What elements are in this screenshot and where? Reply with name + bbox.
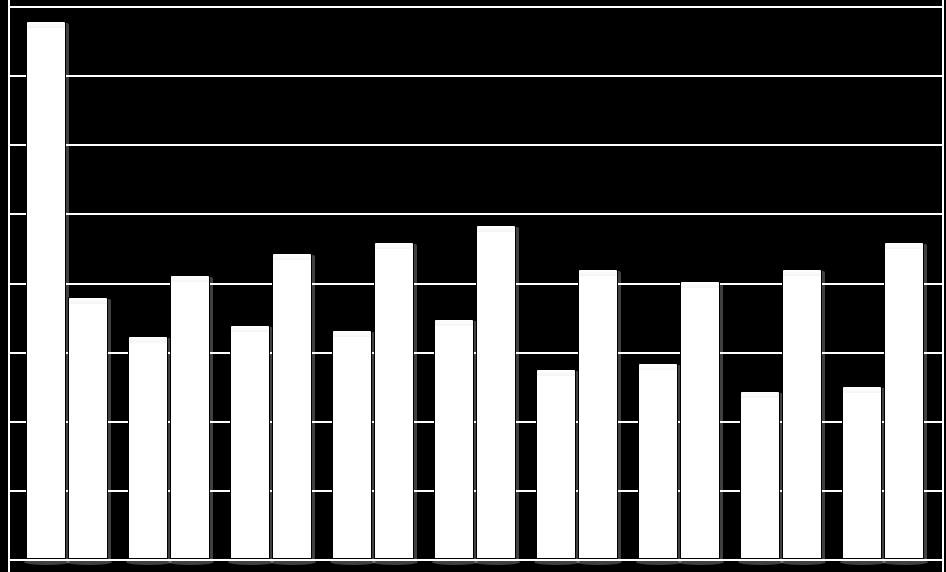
bar-series-a (536, 369, 576, 559)
gridline (10, 75, 942, 77)
bar-series-a (230, 325, 270, 559)
bar-series-b (680, 281, 720, 560)
bar-series-a (128, 336, 168, 559)
x-axis-line (10, 559, 942, 561)
bar-series-b (374, 242, 414, 559)
gridline (10, 144, 942, 146)
plot-border-left (8, 0, 10, 572)
bar-series-b (884, 242, 924, 559)
bar-series-a (26, 21, 66, 559)
bar-series-a (842, 386, 882, 559)
gridline (10, 6, 942, 8)
bar-series-b (68, 297, 108, 559)
bar-series-a (434, 319, 474, 559)
gridline (10, 213, 942, 215)
plot-border-right (942, 0, 944, 572)
bar-series-a (332, 330, 372, 559)
bar-series-b (272, 253, 312, 559)
bar-series-a (740, 391, 780, 559)
bar-series-b (170, 275, 210, 559)
bar-series-b (476, 225, 516, 559)
bar-series-b (578, 269, 618, 559)
bar-series-a (638, 363, 678, 559)
chart-plot (0, 0, 946, 572)
bar-series-b (782, 269, 822, 559)
